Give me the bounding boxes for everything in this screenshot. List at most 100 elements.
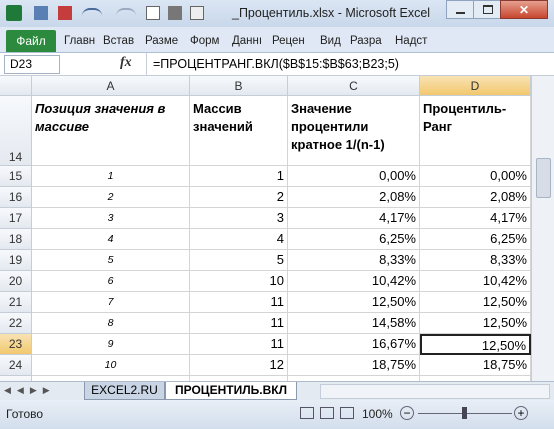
cell[interactable]: 2,08%: [288, 187, 420, 208]
ribbon-tab[interactable]: Разра: [350, 35, 382, 47]
cell[interactable]: 8: [32, 313, 190, 334]
maximize-button[interactable]: [473, 0, 501, 19]
column-header[interactable]: C: [288, 76, 420, 96]
ribbon-tab[interactable]: Разме: [145, 35, 179, 47]
cell[interactable]: 8,33%: [288, 250, 420, 271]
vertical-scrollbar[interactable]: [531, 76, 554, 381]
cell[interactable]: 3: [32, 208, 190, 229]
row-header[interactable]: 23: [0, 334, 32, 355]
cell[interactable]: 12,50%: [420, 313, 531, 334]
zoom-thumb[interactable]: [462, 407, 467, 419]
row-header[interactable]: 24: [0, 355, 32, 376]
cell[interactable]: 10: [32, 355, 190, 376]
column-header[interactable]: A: [32, 76, 190, 96]
cell[interactable]: 1: [32, 166, 190, 187]
close-file-button[interactable]: [58, 6, 72, 20]
cell[interactable]: 4,17%: [420, 208, 531, 229]
cell[interactable]: 11: [190, 313, 288, 334]
zoom-in[interactable]: +: [514, 406, 528, 420]
cell[interactable]: 14,58%: [288, 313, 420, 334]
sheet-grid: A B C D 14 Позиция значения в массиве Массив з…: [0, 76, 554, 381]
cell[interactable]: 4,17%: [288, 208, 420, 229]
status-ready: Готово: [6, 407, 44, 421]
minimize-button[interactable]: [446, 0, 474, 19]
cell[interactable]: 18,75%: [420, 355, 531, 376]
cell[interactable]: 11: [190, 292, 288, 313]
cell[interactable]: 20,83%: [288, 376, 420, 381]
row-header[interactable]: 25: [0, 376, 32, 381]
cell[interactable]: 7: [32, 292, 190, 313]
ribbon-tab[interactable]: Вид: [320, 35, 341, 47]
cell[interactable]: 10,42%: [420, 271, 531, 292]
redo-button[interactable]: [116, 8, 136, 18]
undo-button[interactable]: [82, 8, 102, 18]
ribbon-tab[interactable]: Рецен: [272, 35, 305, 47]
cell[interactable]: 6,25%: [420, 229, 531, 250]
formula-input[interactable]: =ПРОЦЕНТРАНГ.ВКЛ($B$15:$B$63;B23;5): [146, 53, 526, 76]
cell[interactable]: 2,08%: [420, 187, 531, 208]
cell[interactable]: 6,25%: [288, 229, 420, 250]
ribbon-tab[interactable]: Главн: [64, 35, 96, 47]
preview-button[interactable]: [146, 6, 160, 20]
row-header[interactable]: 16: [0, 187, 32, 208]
column-header[interactable]: D: [420, 76, 531, 96]
zoom-level[interactable]: 100%: [362, 407, 393, 421]
ribbon-tab[interactable]: Надст: [395, 35, 428, 47]
cell[interactable]: 18,75%: [288, 355, 420, 376]
cell[interactable]: 0,00%: [420, 166, 531, 187]
fx-button[interactable]: fx: [120, 55, 132, 70]
cell[interactable]: 11: [32, 376, 190, 381]
cell[interactable]: 9: [32, 334, 190, 355]
cell[interactable]: 12,50%: [288, 292, 420, 313]
cell[interactable]: 12,50%: [420, 292, 531, 313]
select-all[interactable]: [0, 76, 32, 96]
row-header[interactable]: 22: [0, 313, 32, 334]
row-header[interactable]: 14: [0, 96, 32, 166]
horizontal-scrollbar[interactable]: [320, 384, 550, 399]
layout-view[interactable]: [320, 407, 334, 419]
zoom-out[interactable]: −: [400, 406, 414, 420]
cell[interactable]: 0,00%: [288, 166, 420, 187]
row-header[interactable]: 21: [0, 292, 32, 313]
cell[interactable]: 10: [190, 271, 288, 292]
row-header[interactable]: 17: [0, 208, 32, 229]
window-title: _Процентиль.xlsx - Microsoft Excel: [232, 6, 431, 20]
close-button[interactable]: ✕: [500, 0, 548, 19]
sheet-tab[interactable]: EXCEL2.RU: [84, 382, 165, 400]
ribbon-tab[interactable]: Даннı: [232, 35, 263, 47]
ribbon-tab[interactable]: Встав: [103, 35, 135, 47]
cell[interactable]: 16,67%: [288, 334, 420, 355]
normal-view[interactable]: [300, 407, 314, 419]
cell[interactable]: 10,42%: [288, 271, 420, 292]
ribbon-tab[interactable]: Форм: [190, 35, 220, 47]
open-button[interactable]: [190, 6, 204, 20]
column-header[interactable]: B: [190, 76, 288, 96]
save-button[interactable]: [34, 6, 48, 20]
cell[interactable]: 11: [190, 334, 288, 355]
page-break-view[interactable]: [340, 407, 354, 419]
row-header[interactable]: 15: [0, 166, 32, 187]
cell[interactable]: 4: [190, 229, 288, 250]
scroll-thumb[interactable]: [536, 158, 551, 198]
row-header[interactable]: 19: [0, 250, 32, 271]
print-button[interactable]: [168, 6, 182, 20]
sheet-tab[interactable]: ПРОЦЕНТИЛЬ.ВКЛ: [165, 382, 297, 400]
cell[interactable]: 5: [190, 250, 288, 271]
sheet-nav[interactable]: ◀◀▶▶: [4, 385, 56, 395]
name-box[interactable]: D23: [4, 55, 60, 74]
row-header[interactable]: 18: [0, 229, 32, 250]
cell[interactable]: 12: [190, 355, 288, 376]
cell[interactable]: 2: [32, 187, 190, 208]
cell[interactable]: 6: [32, 271, 190, 292]
cell[interactable]: 1: [190, 166, 288, 187]
cell[interactable]: 4: [32, 229, 190, 250]
cell[interactable]: 18,75%: [420, 376, 531, 381]
cell[interactable]: 12,50%: [420, 334, 531, 355]
cell[interactable]: 2: [190, 187, 288, 208]
file-tab[interactable]: Файл: [6, 30, 56, 52]
row-header[interactable]: 20: [0, 271, 32, 292]
cell[interactable]: 8,33%: [420, 250, 531, 271]
cell[interactable]: 3: [190, 208, 288, 229]
cell[interactable]: 5: [32, 250, 190, 271]
cell[interactable]: 12: [190, 376, 288, 381]
